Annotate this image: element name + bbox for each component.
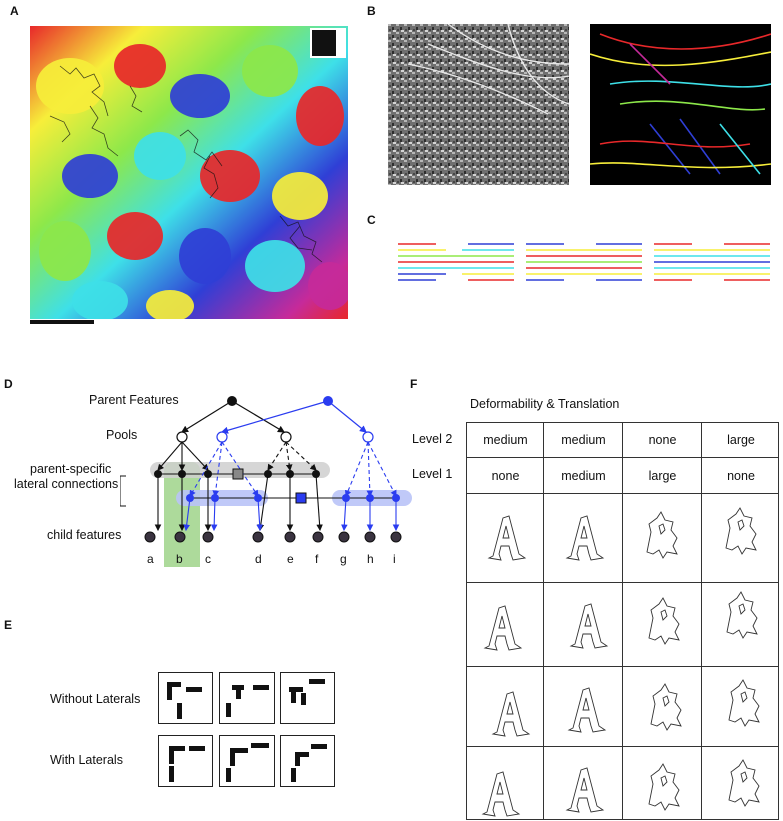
scale-bar xyxy=(30,320,94,324)
level2-col-3: none xyxy=(648,433,677,447)
panel-c-label: C xyxy=(367,213,376,227)
panel-e-label: E xyxy=(4,618,13,632)
association-fields xyxy=(396,238,774,286)
level1-col-3: large xyxy=(648,468,677,483)
panel-f-label: F xyxy=(410,377,418,391)
level2-col-2: medium xyxy=(561,433,606,447)
with-laterals-frame-2 xyxy=(219,735,275,787)
orientation-map xyxy=(30,26,348,319)
child-letter-c: c xyxy=(205,552,211,566)
level-1-label: Level 1 xyxy=(412,467,453,481)
child-features-label: child features xyxy=(47,528,122,542)
parent-features-label: Parent Features xyxy=(89,393,179,407)
edge-image-color xyxy=(590,24,771,185)
without-laterals-frame-3 xyxy=(280,672,335,724)
hierarchy-diagram xyxy=(120,392,420,567)
lateral-label-line2: lateral connections xyxy=(14,477,119,491)
lateral-label-line1: parent-specific xyxy=(30,462,112,476)
child-letter-g: g xyxy=(340,552,347,566)
level1-col-4: none xyxy=(727,468,755,483)
deformability-table: medium medium none large none medium lar… xyxy=(466,422,779,820)
panel-b-label: B xyxy=(367,4,376,18)
level1-col-2: medium xyxy=(561,468,606,483)
natural-image-gray xyxy=(388,24,569,185)
letter-a-samples xyxy=(482,507,760,817)
without-laterals-frame-1 xyxy=(158,672,213,724)
child-letter-b: b xyxy=(176,552,183,566)
level-2-label: Level 2 xyxy=(412,432,453,446)
level1-col-1: none xyxy=(491,468,520,483)
level2-col-4: large xyxy=(727,433,755,447)
without-laterals-label: Without Laterals xyxy=(50,692,141,706)
child-letter-e: e xyxy=(287,552,294,566)
child-letter-h: h xyxy=(367,552,374,566)
pools-label: Pools xyxy=(106,428,138,442)
without-laterals-frame-2 xyxy=(219,672,275,724)
child-letter-i: i xyxy=(393,552,396,566)
with-laterals-frame-3 xyxy=(280,735,335,787)
child-letter-f: f xyxy=(315,552,319,566)
with-laterals-frame-1 xyxy=(158,735,213,787)
level2-col-1: medium xyxy=(483,433,528,447)
panel-a-label: A xyxy=(10,4,19,18)
panel-f-title: Deformability & Translation xyxy=(470,397,620,411)
panel-d-label: D xyxy=(4,377,13,391)
child-letter-d: d xyxy=(255,552,262,566)
child-letter-a: a xyxy=(147,552,154,566)
with-laterals-label: With Laterals xyxy=(50,753,123,767)
